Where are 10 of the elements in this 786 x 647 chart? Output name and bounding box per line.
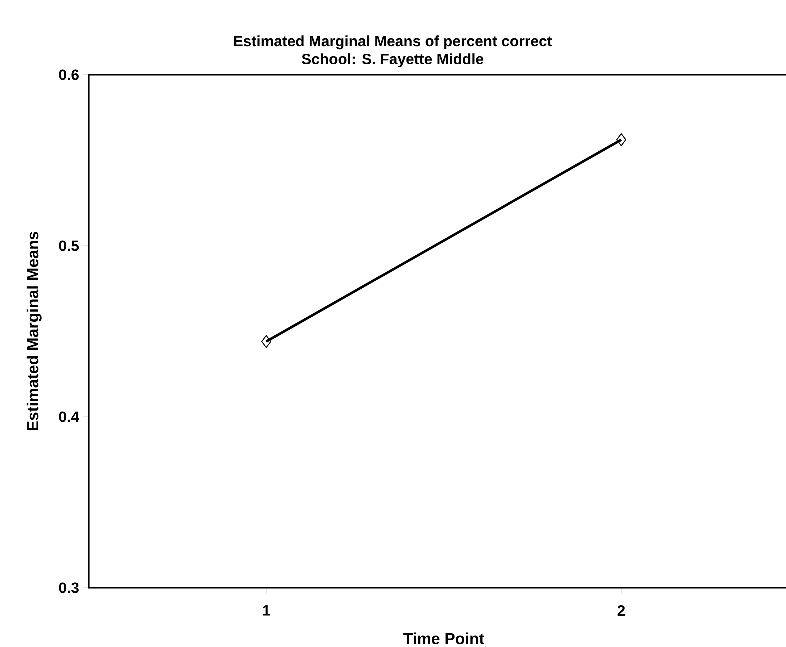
y-tick-label: 0.6 xyxy=(59,70,79,80)
x-axis-title: Time Point xyxy=(404,632,484,644)
x-tick-label: 2 xyxy=(618,606,626,616)
y-tick-label: 0.5 xyxy=(59,240,80,252)
x-tick-label: 1 xyxy=(263,606,270,616)
y-tick-label: 0.4 xyxy=(59,412,80,422)
y-axis-title: Estimated Marginal Means xyxy=(26,232,42,431)
y-tick-label: 0.3 xyxy=(59,582,79,594)
chart-subtitle: School: S. Fayette Middle xyxy=(302,54,484,68)
chart-title: Estimated Marginal Means of percent correct xyxy=(234,36,552,50)
